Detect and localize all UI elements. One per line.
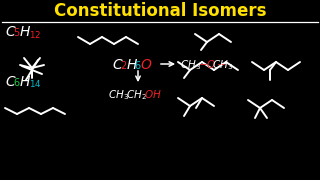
Text: $CH_3$: $CH_3$ [108, 88, 129, 102]
Text: $H$: $H$ [19, 25, 31, 39]
Text: $OH$: $OH$ [144, 88, 162, 100]
Text: $_6$: $_6$ [13, 75, 20, 89]
Text: $_6$: $_6$ [134, 58, 142, 72]
Text: $_{12}$: $_{12}$ [29, 28, 41, 41]
Text: Constitutional Isomers: Constitutional Isomers [54, 2, 266, 20]
Text: $_{14}$: $_{14}$ [29, 77, 42, 90]
Text: $H$: $H$ [126, 58, 138, 72]
Text: $CH_2$: $CH_2$ [126, 88, 147, 102]
Text: $CH_3$: $CH_3$ [180, 58, 201, 72]
Text: $-O-$: $-O-$ [198, 58, 227, 70]
Text: $C$: $C$ [5, 25, 17, 39]
Text: $H$: $H$ [19, 75, 31, 89]
Text: $C$: $C$ [112, 58, 124, 72]
Text: $_5$: $_5$ [13, 25, 20, 39]
Text: $CH_3$: $CH_3$ [212, 58, 233, 72]
Text: $O$: $O$ [140, 58, 152, 72]
Text: $_2$: $_2$ [120, 58, 127, 72]
Text: $C$: $C$ [5, 75, 17, 89]
